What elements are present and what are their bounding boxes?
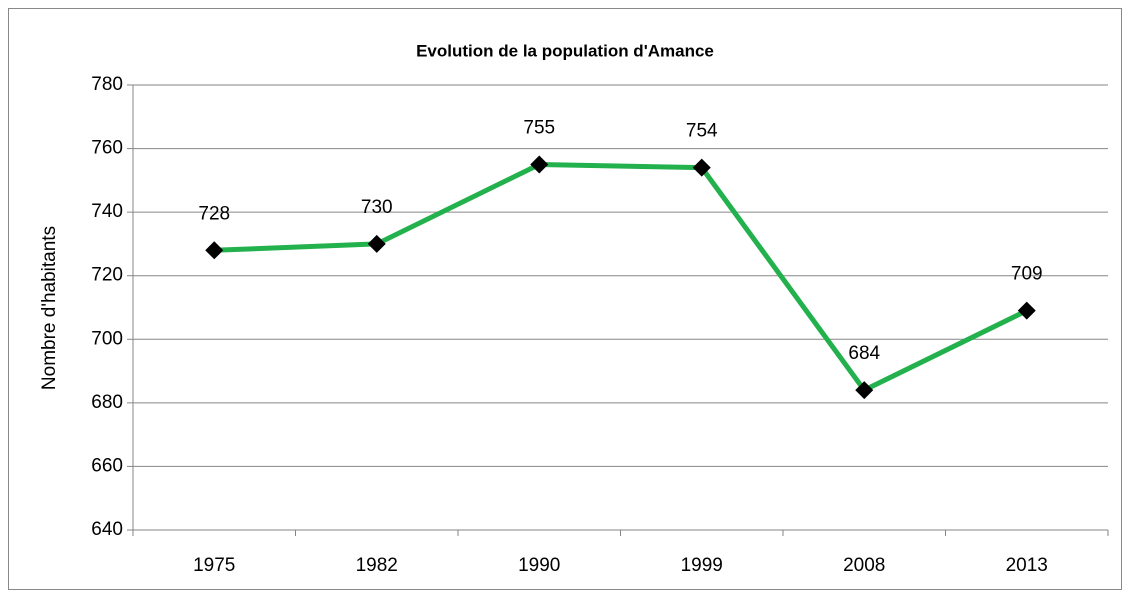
y-tick-label: 700 [91,328,123,349]
y-tick-label: 640 [91,519,123,540]
data-label: 709 [1011,264,1043,285]
chart-border [8,8,1122,590]
y-tick-label: 720 [91,265,123,286]
data-point [530,155,549,174]
data-label: 730 [361,197,393,218]
data-label: 728 [198,203,230,224]
data-point [367,234,386,253]
data-label: 755 [523,117,555,138]
x-tick-label: 2008 [843,555,885,576]
data-label: 754 [686,121,718,142]
x-tick-label: 1990 [518,555,560,576]
x-tick-label: 1999 [681,555,723,576]
y-axis-title: Nombre d'habitants [39,226,60,390]
data-label: 684 [848,343,880,364]
data-point [692,158,711,177]
data-point [855,381,874,400]
y-tick-label: 760 [91,138,123,159]
y-tick-label: 660 [91,455,123,476]
x-tick-label: 2013 [1006,555,1048,576]
y-tick-label: 740 [91,201,123,222]
chart-title: Evolution de la population d'Amance [416,41,714,60]
x-tick-label: 1982 [356,555,398,576]
data-point [1017,301,1036,320]
series-line [214,161,1028,393]
y-tick-label: 780 [91,74,123,95]
data-point [205,241,224,260]
x-tick-label: 1975 [193,555,235,576]
y-tick-label: 680 [91,392,123,413]
